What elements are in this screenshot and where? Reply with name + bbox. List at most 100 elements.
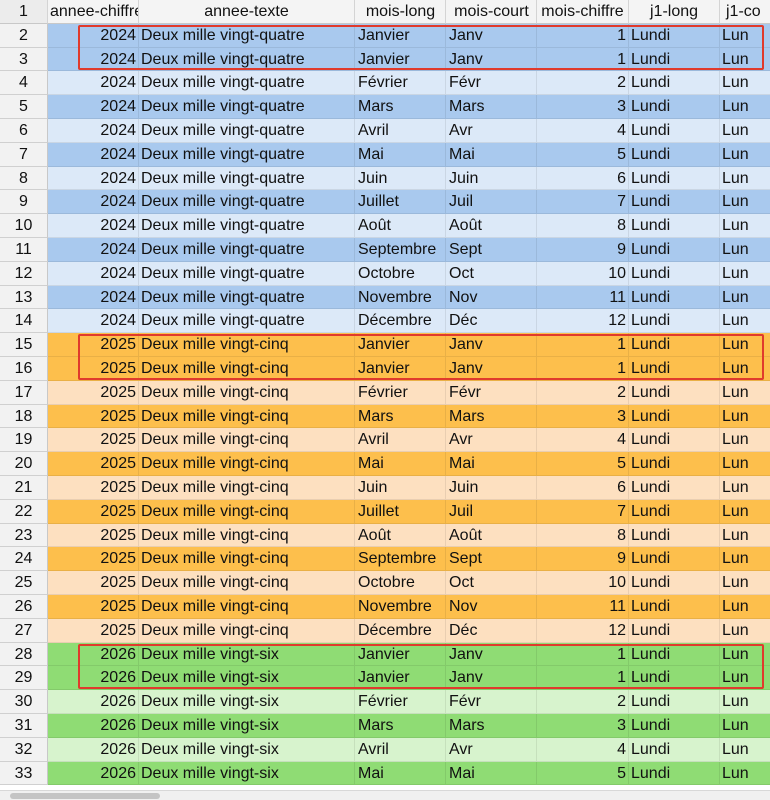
cell-mois-long[interactable]: Août	[355, 523, 446, 548]
cell-j1-court[interactable]: Lun	[720, 333, 770, 357]
cell-annee-texte[interactable]: Deux mille vingt-cinq	[139, 595, 355, 619]
cell-mois-chiffre[interactable]: 1	[537, 666, 629, 691]
cell-annee-chiffre[interactable]: 2026	[48, 690, 139, 714]
cell-annee-chiffre[interactable]: 2026	[48, 666, 139, 691]
row-number[interactable]: 21	[0, 476, 48, 500]
table-row[interactable]: 28 2026 Deux mille vingt-six Janvier Janv 1 Lu…	[0, 642, 770, 667]
table-row[interactable]: 22 2025 Deux mille vingt-cinq Juillet Juil 7 L…	[0, 499, 770, 524]
cell-annee-texte[interactable]: Deux mille vingt-cinq	[139, 618, 355, 643]
cell-mois-chiffre[interactable]: 4	[537, 737, 629, 762]
row-number[interactable]: 24	[0, 547, 48, 572]
cell-j1-court[interactable]: Lun	[720, 547, 770, 572]
cell-annee-chiffre[interactable]: 2024	[48, 47, 139, 72]
cell-mois-chiffre[interactable]: 7	[537, 190, 629, 215]
cell-mois-chiffre[interactable]: 5	[537, 452, 629, 476]
scrollbar-thumb[interactable]	[10, 793, 160, 799]
table-row[interactable]: 5 2024 Deux mille vingt-quatre Mars Mars 3 Lun…	[0, 95, 770, 119]
cell-mois-long[interactable]: Juillet	[355, 190, 446, 215]
cell-j1-long[interactable]: Lundi	[629, 666, 720, 691]
cell-j1-court[interactable]: Lun	[720, 309, 770, 334]
cell-mois-court[interactable]: Avr	[446, 737, 537, 762]
cell-mois-court[interactable]: Mai	[446, 142, 537, 167]
row-number[interactable]: 8	[0, 166, 48, 191]
row-number[interactable]: 16	[0, 357, 48, 381]
cell-mois-long[interactable]: Novembre	[355, 595, 446, 619]
cell-mois-chiffre[interactable]: 2	[537, 380, 629, 405]
cell-mois-long[interactable]: Mars	[355, 404, 446, 429]
table-row[interactable]: 18 2025 Deux mille vingt-cinq Mars Mars 3 Lund…	[0, 404, 770, 429]
cell-j1-long[interactable]: Lundi	[629, 618, 720, 643]
cell-annee-chiffre[interactable]: 2025	[48, 547, 139, 572]
cell-mois-chiffre[interactable]: 8	[537, 214, 629, 238]
cell-annee-texte[interactable]: Deux mille vingt-cinq	[139, 452, 355, 476]
cell-mois-court[interactable]: Juin	[446, 166, 537, 191]
cell-j1-long[interactable]: Lundi	[629, 47, 720, 72]
cell-annee-texte[interactable]: Deux mille vingt-cinq	[139, 404, 355, 429]
row-number[interactable]: 22	[0, 499, 48, 524]
row-number[interactable]: 33	[0, 761, 48, 786]
cell-j1-court[interactable]: Lun	[720, 238, 770, 262]
cell-mois-court[interactable]: Mars	[446, 95, 537, 119]
row-number[interactable]: 9	[0, 190, 48, 215]
table-row[interactable]: 14 2024 Deux mille vingt-quatre Décembre Déc…	[0, 309, 770, 334]
cell-mois-chiffre[interactable]: 11	[537, 595, 629, 619]
cell-j1-court[interactable]: Lun	[720, 618, 770, 643]
column-header-mois-long[interactable]: mois-long	[355, 0, 446, 24]
table-row[interactable]: 31 2026 Deux mille vingt-six Mars Mars 3 Lundi…	[0, 714, 770, 738]
cell-annee-chiffre[interactable]: 2025	[48, 428, 139, 453]
table-row[interactable]: 10 2024 Deux mille vingt-quatre Août Août 8 Lu…	[0, 214, 770, 238]
cell-j1-court[interactable]: Lun	[720, 452, 770, 476]
cell-mois-chiffre[interactable]: 5	[537, 761, 629, 786]
cell-annee-chiffre[interactable]: 2024	[48, 71, 139, 96]
cell-mois-chiffre[interactable]: 12	[537, 309, 629, 334]
cell-mois-long[interactable]: Mars	[355, 95, 446, 119]
cell-annee-texte[interactable]: Deux mille vingt-quatre	[139, 166, 355, 191]
cell-mois-court[interactable]: Juil	[446, 499, 537, 524]
cell-mois-chiffre[interactable]: 1	[537, 642, 629, 667]
cell-annee-texte[interactable]: Deux mille vingt-cinq	[139, 380, 355, 405]
row-number[interactable]: 6	[0, 119, 48, 143]
table-row[interactable]: 7 2024 Deux mille vingt-quatre Mai Mai 5 Lundi…	[0, 142, 770, 167]
cell-mois-chiffre[interactable]: 5	[537, 142, 629, 167]
table-row[interactable]: 19 2025 Deux mille vingt-cinq Avril Avr 4 Lund…	[0, 428, 770, 453]
cell-annee-chiffre[interactable]: 2024	[48, 119, 139, 143]
cell-annee-texte[interactable]: Deux mille vingt-quatre	[139, 261, 355, 286]
cell-mois-chiffre[interactable]: 3	[537, 404, 629, 429]
row-number[interactable]: 4	[0, 71, 48, 96]
cell-mois-long[interactable]: Septembre	[355, 547, 446, 572]
cell-annee-chiffre[interactable]: 2026	[48, 761, 139, 786]
cell-annee-texte[interactable]: Deux mille vingt-cinq	[139, 571, 355, 595]
cell-mois-court[interactable]: Mai	[446, 761, 537, 786]
cell-j1-long[interactable]: Lundi	[629, 285, 720, 310]
cell-annee-chiffre[interactable]: 2025	[48, 523, 139, 548]
cell-annee-chiffre[interactable]: 2025	[48, 595, 139, 619]
cell-mois-long[interactable]: Juin	[355, 166, 446, 191]
cell-j1-long[interactable]: Lundi	[629, 547, 720, 572]
column-header-annee-chiffre[interactable]: annee-chiffre	[48, 0, 139, 24]
cell-j1-court[interactable]: Lun	[720, 357, 770, 381]
cell-mois-long[interactable]: Octobre	[355, 261, 446, 286]
row-number[interactable]: 20	[0, 452, 48, 476]
cell-j1-long[interactable]: Lundi	[629, 714, 720, 738]
table-row[interactable]: 8 2024 Deux mille vingt-quatre Juin Juin 6 Lun…	[0, 166, 770, 191]
table-row[interactable]: 23 2025 Deux mille vingt-cinq Août Août 8 Lund…	[0, 523, 770, 548]
cell-annee-texte[interactable]: Deux mille vingt-cinq	[139, 333, 355, 357]
cell-mois-long[interactable]: Novembre	[355, 285, 446, 310]
cell-annee-chiffre[interactable]: 2025	[48, 499, 139, 524]
cell-annee-texte[interactable]: Deux mille vingt-six	[139, 666, 355, 691]
cell-mois-chiffre[interactable]: 3	[537, 95, 629, 119]
cell-mois-chiffre[interactable]: 2	[537, 71, 629, 96]
cell-mois-long[interactable]: Janvier	[355, 23, 446, 48]
cell-annee-texte[interactable]: Deux mille vingt-six	[139, 761, 355, 786]
cell-mois-long[interactable]: Août	[355, 214, 446, 238]
cell-mois-chiffre[interactable]: 9	[537, 238, 629, 262]
cell-mois-long[interactable]: Février	[355, 380, 446, 405]
cell-j1-long[interactable]: Lundi	[629, 357, 720, 381]
cell-annee-texte[interactable]: Deux mille vingt-quatre	[139, 190, 355, 215]
column-header-mois-court[interactable]: mois-court	[446, 0, 537, 24]
cell-mois-long[interactable]: Décembre	[355, 618, 446, 643]
cell-j1-long[interactable]: Lundi	[629, 166, 720, 191]
cell-j1-court[interactable]: Lun	[720, 642, 770, 667]
cell-j1-court[interactable]: Lun	[720, 476, 770, 500]
cell-annee-chiffre[interactable]: 2025	[48, 333, 139, 357]
